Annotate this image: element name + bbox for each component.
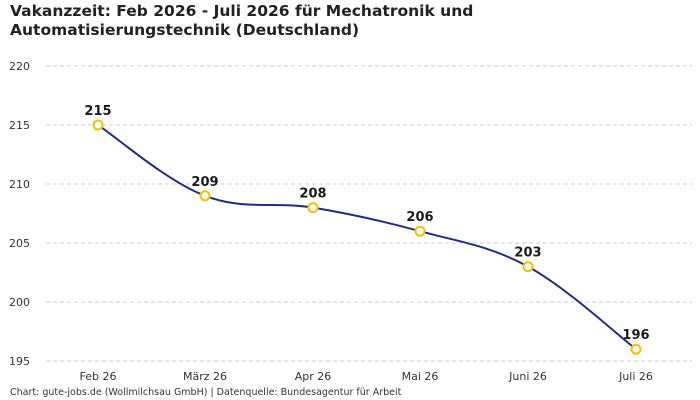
data-label: 215 (84, 104, 111, 119)
data-label: 203 (514, 246, 541, 261)
data-point (522, 261, 534, 273)
y-tick-label: 195 (9, 355, 30, 368)
grid-lines (46, 65, 692, 362)
series-line (97, 124, 637, 350)
x-tick-label: Apr 26 (295, 370, 332, 383)
x-tick-label: Mai 26 (402, 370, 439, 383)
chart-caption: Chart: gute-jobs.de (Wollmilchsau GmbH) … (10, 387, 402, 398)
data-point (199, 190, 211, 202)
data-labels: 215 209 208 206 203 196 (84, 104, 649, 343)
y-tick-label: 210 (9, 178, 30, 191)
y-tick-label: 220 (9, 60, 30, 73)
data-points (92, 119, 642, 355)
data-point (307, 202, 319, 214)
data-label: 206 (406, 210, 433, 225)
data-label: 209 (191, 175, 218, 190)
x-axis-ticks: Feb 26 März 26 Apr 26 Mai 26 Juni 26 Juli 26 (80, 370, 653, 383)
data-label: 196 (622, 328, 649, 343)
data-point (92, 119, 104, 131)
y-tick-label: 200 (9, 296, 30, 309)
data-point (414, 225, 426, 237)
y-axis-ticks: 195 200 205 210 215 220 (9, 60, 30, 368)
x-tick-label: Feb 26 (80, 370, 117, 383)
x-tick-label: März 26 (183, 370, 227, 383)
y-tick-label: 205 (9, 237, 30, 250)
chart-title: Vakanzzeit: Feb 2026 - Juli 2026 für Mec… (10, 2, 474, 39)
data-label: 208 (299, 187, 326, 202)
x-tick-label: Juni 26 (508, 370, 547, 383)
x-tick-label: Juli 26 (618, 370, 653, 383)
data-point (630, 343, 642, 355)
y-tick-label: 215 (9, 119, 30, 132)
